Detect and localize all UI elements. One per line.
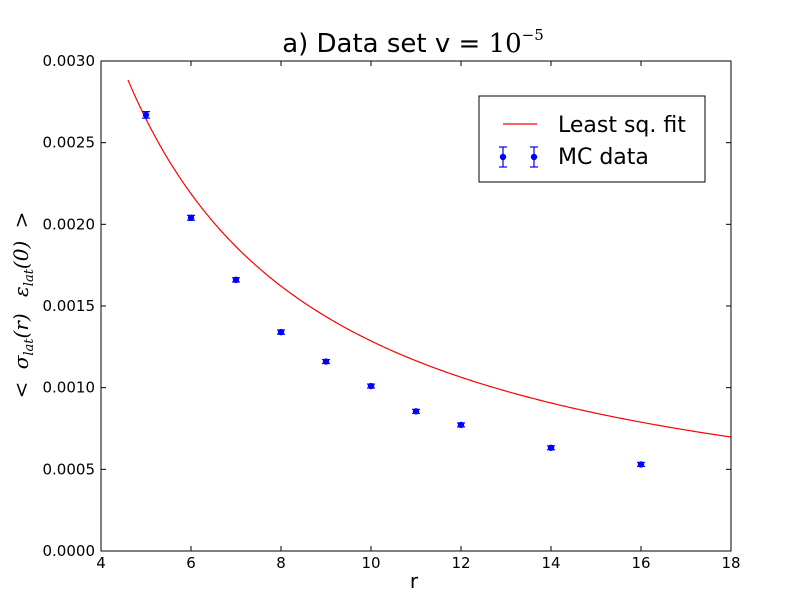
mc-point-8 bbox=[457, 421, 465, 429]
y-label-gt: > bbox=[9, 212, 33, 229]
legend-box bbox=[478, 95, 706, 183]
legend-mc-label: MC data bbox=[558, 145, 649, 170]
y-tick-label: 0.0010 bbox=[43, 379, 96, 397]
mc-point-9 bbox=[547, 444, 555, 451]
y-label-eps-arg: (0) bbox=[9, 241, 33, 269]
x-tick-label: 16 bbox=[631, 554, 650, 572]
mc-point-3 bbox=[232, 276, 240, 284]
mc-marker bbox=[142, 111, 150, 119]
y-label-eps: ε bbox=[9, 286, 33, 297]
x-tick-label: 12 bbox=[451, 554, 470, 572]
mc-marker bbox=[277, 328, 285, 336]
y-tick-label: 0.0020 bbox=[43, 215, 96, 233]
y-tick-label: 0.0025 bbox=[43, 134, 96, 152]
legend-fit-label: Least sq. fit bbox=[558, 113, 686, 138]
y-label-lt: < bbox=[9, 382, 33, 399]
legend: Least sq. fit MC data bbox=[478, 95, 706, 183]
mc-marker bbox=[232, 276, 240, 284]
title-prefix: a) Data set v = bbox=[282, 29, 488, 59]
plot-frame bbox=[100, 60, 732, 552]
x-tick-label: 18 bbox=[721, 554, 740, 572]
y-tick-label: 0.0015 bbox=[43, 297, 96, 315]
mc-marker bbox=[412, 408, 420, 415]
x-tick-label: 8 bbox=[276, 554, 286, 572]
ticks-layer: 4 6 8 10 12 14 16 18 0.0000 0.0005 0.0010 0.0015 0.0… bbox=[43, 52, 741, 572]
plot-content bbox=[127, 79, 731, 468]
mc-point-7 bbox=[412, 408, 420, 415]
x-tick-label: 6 bbox=[186, 554, 196, 572]
mc-point-5 bbox=[322, 358, 330, 365]
mc-marker bbox=[637, 461, 645, 468]
mc-point-2 bbox=[187, 214, 195, 221]
mc-point-4 bbox=[277, 328, 285, 336]
legend-mc-swatch bbox=[499, 146, 538, 168]
title-exponent: −5 bbox=[522, 26, 544, 44]
y-axis-label: < σlat(r) εlat(0) > bbox=[9, 212, 37, 399]
mc-point-1 bbox=[142, 111, 150, 119]
x-tick-label: 10 bbox=[361, 554, 380, 572]
title-math: 10 bbox=[489, 29, 522, 59]
x-axis-label: r bbox=[410, 569, 419, 593]
y-label-eps-sub: lat bbox=[22, 268, 37, 286]
chart-title: a) Data set v = 10−5 bbox=[282, 26, 544, 59]
y-tick-label: 0.0030 bbox=[43, 52, 96, 70]
fit-line bbox=[127, 79, 731, 438]
y-label-sigma-arg: (r) bbox=[9, 313, 33, 338]
mc-point-10 bbox=[637, 461, 645, 468]
y-label-sigma-sub: lat bbox=[22, 338, 37, 356]
mc-marker bbox=[457, 421, 465, 429]
x-tick-label: 14 bbox=[541, 554, 560, 572]
y-label-sigma: σ bbox=[9, 354, 33, 369]
mc-point-6 bbox=[367, 382, 375, 390]
mc-marker bbox=[187, 214, 195, 221]
x-tick-label: 4 bbox=[96, 554, 106, 572]
y-tick-label: 0.0005 bbox=[43, 460, 96, 478]
mc-marker bbox=[322, 358, 330, 365]
mc-marker bbox=[547, 444, 555, 451]
mc-marker bbox=[367, 382, 375, 390]
y-tick-label: 0.0000 bbox=[43, 542, 96, 560]
